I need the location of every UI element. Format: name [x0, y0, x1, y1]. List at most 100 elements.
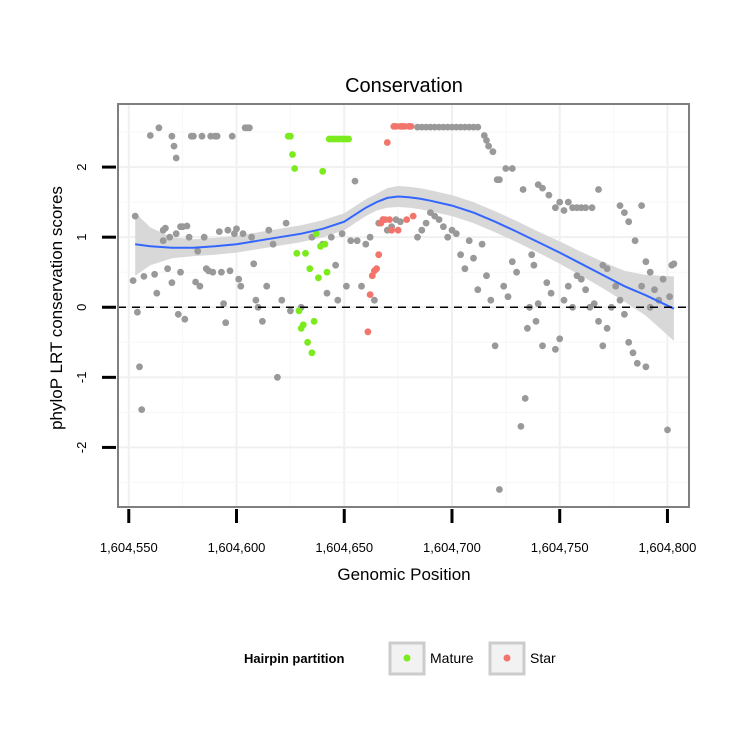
point-other-166 [556, 335, 564, 343]
point-star-10 [386, 216, 393, 224]
point-other-0 [131, 212, 139, 220]
legend-key-mature [388, 641, 426, 676]
y-tick-label-2: 0 [74, 304, 89, 311]
point-other-127 [638, 202, 645, 210]
point-other-60 [282, 219, 290, 227]
point-other-174 [590, 300, 598, 308]
point-mature-9 [304, 338, 311, 346]
point-other-156 [524, 324, 531, 332]
point-other-98 [474, 123, 482, 131]
smooth-line [135, 195, 675, 310]
point-other-186 [642, 363, 650, 371]
point-other-155 [521, 395, 529, 402]
point-other-181 [621, 310, 628, 318]
point-other-16 [174, 310, 182, 318]
point-mature-7 [299, 321, 307, 329]
x-tick-label-0: 1,604,550 [100, 540, 158, 555]
point-other-182 [625, 338, 633, 346]
point-other-2 [136, 363, 143, 371]
point-other-131 [418, 226, 426, 234]
point-mature-28 [345, 135, 352, 143]
point-other-164 [547, 289, 555, 297]
point-other-35 [215, 228, 223, 236]
point-other-141 [461, 265, 469, 273]
point-other-179 [612, 282, 620, 290]
point-other-49 [246, 124, 253, 132]
point-mature-12 [310, 317, 318, 325]
point-other-23 [190, 132, 197, 140]
point-other-195 [159, 237, 167, 245]
point-other-154 [517, 423, 525, 430]
point-other-40 [226, 267, 234, 275]
point-other-119 [588, 204, 596, 212]
point-other-168 [564, 282, 572, 290]
point-other-188 [651, 286, 658, 294]
point-other-11 [162, 224, 169, 232]
point-other-20 [183, 222, 191, 230]
point-other-101 [485, 142, 492, 150]
point-other-137 [444, 233, 452, 241]
point-other-61 [287, 307, 294, 315]
point-mature-10 [306, 265, 314, 273]
point-other-100 [483, 137, 490, 144]
y-axis: -2 -1 0 1 2 [74, 163, 116, 453]
point-other-76 [366, 233, 374, 241]
series-star [364, 123, 417, 336]
y-tick-label-3: 1 [74, 234, 89, 241]
legend-dot-star [503, 654, 511, 662]
point-other-5 [140, 273, 148, 280]
point-other-177 [603, 324, 611, 332]
point-other-28 [200, 233, 208, 241]
point-other-185 [638, 282, 645, 290]
y-tick-label-0: -2 [74, 442, 89, 454]
point-other-55 [263, 282, 271, 290]
point-other-72 [351, 177, 359, 185]
point-other-65 [323, 289, 331, 297]
point-star-21 [409, 212, 417, 220]
point-other-7 [151, 270, 159, 278]
point-other-123 [616, 202, 624, 210]
x-tick-label-3: 1,604,700 [423, 540, 481, 555]
point-other-68 [334, 296, 342, 304]
point-other-24 [192, 278, 200, 286]
point-star-1 [366, 291, 374, 298]
point-other-41 [228, 132, 236, 140]
point-other-67 [332, 261, 339, 269]
point-other-105 [502, 165, 510, 172]
point-other-149 [496, 486, 503, 493]
point-other-6 [146, 132, 154, 139]
point-other-184 [633, 359, 641, 367]
point-other-161 [534, 300, 542, 308]
point-other-71 [347, 237, 355, 245]
point-star-9 [383, 139, 391, 146]
y-tick-label-1: -1 [74, 372, 89, 384]
point-other-183 [629, 349, 637, 357]
point-other-128 [642, 258, 650, 266]
point-other-122 [603, 265, 611, 273]
point-other-145 [478, 240, 486, 248]
point-mature-3 [291, 165, 299, 172]
point-mature-2 [289, 151, 296, 158]
point-other-175 [595, 317, 602, 325]
point-other-56 [265, 226, 273, 234]
point-other-162 [539, 342, 546, 350]
point-other-57 [269, 240, 277, 248]
point-other-51 [250, 260, 258, 268]
point-other-176 [599, 342, 607, 350]
x-axis: 1,604,550 1,604,600 1,604,650 1,604,700 1,60… [100, 509, 696, 555]
chart-title: Conservation [345, 75, 463, 97]
point-other-37 [220, 300, 228, 308]
point-other-27 [198, 132, 206, 140]
point-other-104 [496, 176, 503, 184]
point-other-196 [164, 265, 172, 273]
point-other-36 [218, 268, 225, 276]
point-other-153 [513, 268, 520, 276]
point-other-75 [362, 240, 370, 248]
point-other-3 [138, 406, 146, 413]
point-other-124 [621, 209, 628, 217]
point-other-8 [153, 289, 161, 297]
x-tick-label-4: 1,604,750 [531, 540, 589, 555]
point-mature-14 [315, 274, 322, 282]
point-other-112 [556, 198, 564, 206]
